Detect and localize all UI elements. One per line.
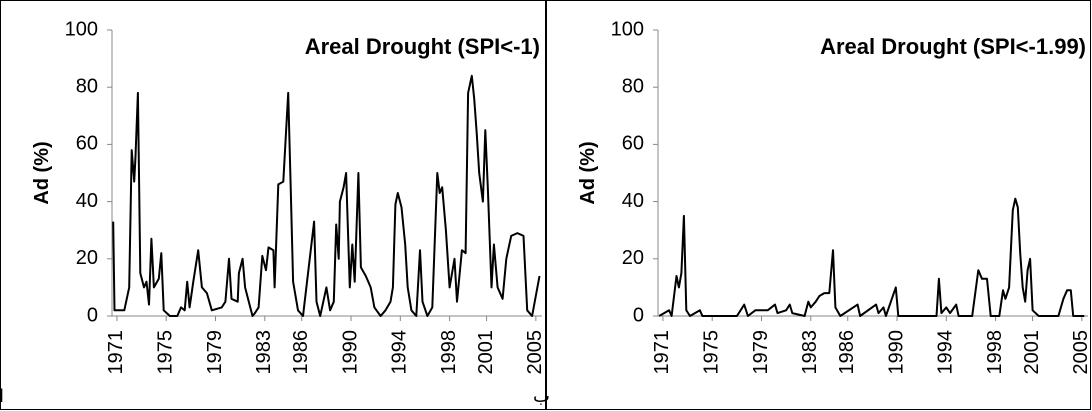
panel-label: الف (0, 386, 4, 406)
data-line (112, 74, 541, 317)
x-tick-label: 2001 (475, 330, 497, 375)
y-tick-label: 0 (87, 304, 98, 326)
y-tick-label: 80 (76, 75, 98, 97)
panel-frame (546, 0, 1091, 410)
x-tick-label: 1971 (105, 330, 127, 375)
x-tick-label: 1975 (154, 330, 176, 375)
y-tick-label: 20 (622, 247, 644, 269)
x-tick-label: 1998 (438, 330, 460, 375)
data-line (658, 197, 1085, 317)
y-axis-label: Ad (%) (577, 141, 599, 204)
x-tick-label: 1971 (651, 330, 673, 375)
y-tick-label: 80 (622, 75, 644, 97)
y-tick-label: 40 (76, 190, 98, 212)
x-tick-label: 2005 (524, 330, 546, 375)
panel-label: ب (533, 386, 550, 406)
chart-title: Areal Drought (SPI<-1.99) (820, 34, 1086, 59)
x-tick-label: 1979 (750, 330, 772, 375)
y-tick-label: 40 (622, 190, 644, 212)
x-tick-label: 1994 (935, 330, 957, 375)
x-tick-label: 2005 (1070, 330, 1092, 375)
y-tick-label: 100 (611, 18, 644, 40)
y-tick-label: 0 (633, 304, 644, 326)
y-tick-label: 60 (622, 133, 644, 155)
x-tick-label: 1994 (389, 330, 411, 375)
x-tick-label: 1986 (290, 330, 312, 375)
chart-title: Areal Drought (SPI<-1) (305, 34, 540, 59)
x-tick-label: 1979 (204, 330, 226, 375)
y-tick-label: 100 (65, 18, 98, 40)
y-tick-label: 60 (76, 133, 98, 155)
x-tick-label: 1990 (339, 330, 361, 375)
x-tick-label: 1990 (885, 330, 907, 375)
x-tick-label: 1998 (984, 330, 1006, 375)
panel-frame (0, 0, 546, 410)
x-tick-label: 1975 (700, 330, 722, 375)
x-tick-label: 1986 (836, 330, 858, 375)
y-axis-label: Ad (%) (31, 141, 53, 204)
x-tick-label: 2001 (1021, 330, 1043, 375)
x-tick-label: 1983 (799, 330, 821, 375)
y-tick-label: 20 (76, 247, 98, 269)
x-tick-label: 1983 (253, 330, 275, 375)
